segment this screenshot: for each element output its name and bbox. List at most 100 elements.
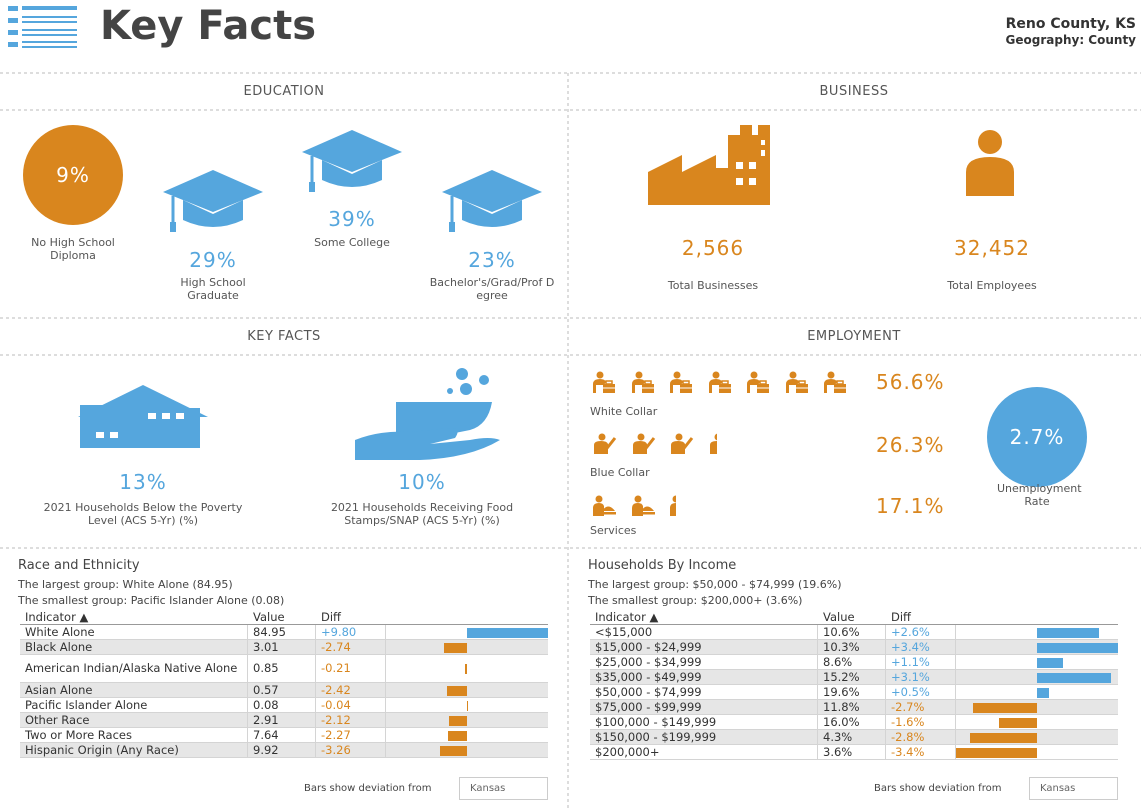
table-row: $200,000+ 3.6% -3.4% bbox=[590, 745, 1118, 760]
diff: +2.6% bbox=[886, 625, 956, 639]
stat-label: Some College bbox=[314, 236, 390, 249]
diff-bar bbox=[972, 702, 1037, 713]
diff-bar bbox=[448, 730, 467, 741]
column-header: Value bbox=[253, 609, 285, 624]
diff-bar bbox=[446, 685, 467, 696]
stat-value: 29% bbox=[189, 248, 237, 272]
value: 9.92 bbox=[248, 743, 316, 757]
diff-bar bbox=[1037, 687, 1049, 698]
value: 0.57 bbox=[248, 683, 316, 697]
value: 4.3% bbox=[818, 730, 886, 744]
section-title: EMPLOYMENT bbox=[807, 329, 901, 344]
indicator: Asian Alone bbox=[20, 683, 248, 697]
value: 15.2% bbox=[818, 670, 886, 684]
table-row: $15,000 - $24,999 10.3% +3.4% bbox=[590, 640, 1118, 655]
stat-label: High School Graduate bbox=[180, 276, 246, 302]
table-row: Hispanic Origin (Any Race) 9.92 -3.26 bbox=[20, 743, 548, 758]
section-title: KEY FACTS bbox=[247, 329, 321, 344]
table-row: Black Alone 3.01 -2.74 bbox=[20, 640, 548, 655]
value: 84.95 bbox=[248, 625, 316, 639]
column-header: Indicator ▲ bbox=[595, 609, 659, 624]
diff-bar bbox=[1037, 627, 1099, 638]
diff-bar bbox=[465, 664, 467, 674]
smallest-group: The smallest group: Pacific Islander Alo… bbox=[18, 594, 285, 607]
stat-value: 2,566 bbox=[681, 236, 745, 260]
table-row: White Alone 84.95 +9.80 bbox=[20, 625, 548, 640]
diff-bar bbox=[1037, 672, 1111, 683]
stat-label: White Collar bbox=[590, 405, 658, 418]
diff: -2.27 bbox=[316, 728, 386, 742]
indicator: $50,000 - $74,999 bbox=[590, 685, 818, 699]
indicator: Other Race bbox=[20, 713, 248, 727]
value: 10.3% bbox=[818, 640, 886, 654]
indicator: $15,000 - $24,999 bbox=[590, 640, 818, 654]
diff: +9.80 bbox=[316, 625, 386, 639]
indicator: White Alone bbox=[20, 625, 248, 639]
table-row: $35,000 - $49,999 15.2% +3.1% bbox=[590, 670, 1118, 685]
stat-label: Services bbox=[590, 524, 637, 537]
indicator: Two or More Races bbox=[20, 728, 248, 742]
table-title: Race and Ethnicity bbox=[18, 558, 140, 573]
indicator: $200,000+ bbox=[590, 745, 818, 759]
column-header: Diff bbox=[891, 609, 911, 624]
compare-select[interactable]: Kansas bbox=[470, 783, 506, 794]
diff: -2.8% bbox=[886, 730, 956, 744]
diff: -2.12 bbox=[316, 713, 386, 727]
stat-value: 39% bbox=[328, 207, 376, 231]
stat-value: 9% bbox=[56, 163, 90, 187]
diff-bar bbox=[467, 627, 548, 638]
indicator: $25,000 - $34,999 bbox=[590, 655, 818, 669]
table-row: Two or More Races 7.64 -2.27 bbox=[20, 728, 548, 743]
indicator: American Indian/Alaska Native Alone bbox=[20, 655, 248, 682]
indicator: $150,000 - $199,999 bbox=[590, 730, 818, 744]
bar-cell bbox=[956, 715, 1118, 729]
value: 19.6% bbox=[818, 685, 886, 699]
table-row: $75,000 - $99,999 11.8% -2.7% bbox=[590, 700, 1118, 715]
section-title: EDUCATION bbox=[243, 84, 325, 99]
value: 3.6% bbox=[818, 745, 886, 759]
table-row: Other Race 2.91 -2.12 bbox=[20, 713, 548, 728]
indicator: Pacific Islander Alone bbox=[20, 698, 248, 712]
table-row: $100,000 - $149,999 16.0% -1.6% bbox=[590, 715, 1118, 730]
section-title: BUSINESS bbox=[819, 84, 889, 99]
stat-value: 32,452 bbox=[954, 236, 1030, 260]
diff: -2.42 bbox=[316, 683, 386, 697]
indicator: Hispanic Origin (Any Race) bbox=[20, 743, 248, 757]
indicator: $35,000 - $49,999 bbox=[590, 670, 818, 684]
stat-value: 2.7% bbox=[1009, 425, 1065, 449]
stat-label: Total Businesses bbox=[667, 279, 759, 292]
stat-value: 23% bbox=[468, 248, 516, 272]
value: 0.85 bbox=[248, 655, 316, 682]
diff: -3.26 bbox=[316, 743, 386, 757]
stat-label: No High School Diploma bbox=[31, 236, 115, 262]
indicator: $75,000 - $99,999 bbox=[590, 700, 818, 714]
stat-label: Blue Collar bbox=[590, 466, 650, 479]
compare-note: Bars show deviation from bbox=[874, 783, 1002, 794]
stat-value: 17.1% bbox=[876, 494, 945, 518]
column-header: Indicator ▲ bbox=[25, 609, 89, 624]
table-row: $50,000 - $74,999 19.6% +0.5% bbox=[590, 685, 1118, 700]
table-header: Indicator ▲ Value Diff bbox=[590, 610, 1118, 625]
bar-cell bbox=[386, 640, 548, 654]
table-row: American Indian/Alaska Native Alone 0.85-… bbox=[20, 655, 548, 683]
bar-cell bbox=[386, 728, 548, 742]
indicator: $100,000 - $149,999 bbox=[590, 715, 818, 729]
stat-value: 26.3% bbox=[876, 433, 945, 457]
diff: +3.4% bbox=[886, 640, 956, 654]
value: 16.0% bbox=[818, 715, 886, 729]
smallest-group: The smallest group: $200,000+ (3.6%) bbox=[588, 594, 803, 607]
diff-bar bbox=[956, 747, 1037, 758]
value: 3.01 bbox=[248, 640, 316, 654]
title: Key Facts bbox=[100, 3, 317, 49]
stat-label: 2021 Households Below the Poverty Level … bbox=[43, 501, 243, 527]
compare-select[interactable]: Kansas bbox=[1040, 783, 1076, 794]
indicator: <$15,000 bbox=[590, 625, 818, 639]
largest-group: The largest group: White Alone (84.95) bbox=[18, 578, 233, 591]
diff: -3.4% bbox=[886, 745, 956, 759]
value: 10.6% bbox=[818, 625, 886, 639]
stat-value: 10% bbox=[398, 470, 446, 494]
table-header: Indicator ▲ Value Diff bbox=[20, 610, 548, 625]
diff: -2.74 bbox=[316, 640, 386, 654]
